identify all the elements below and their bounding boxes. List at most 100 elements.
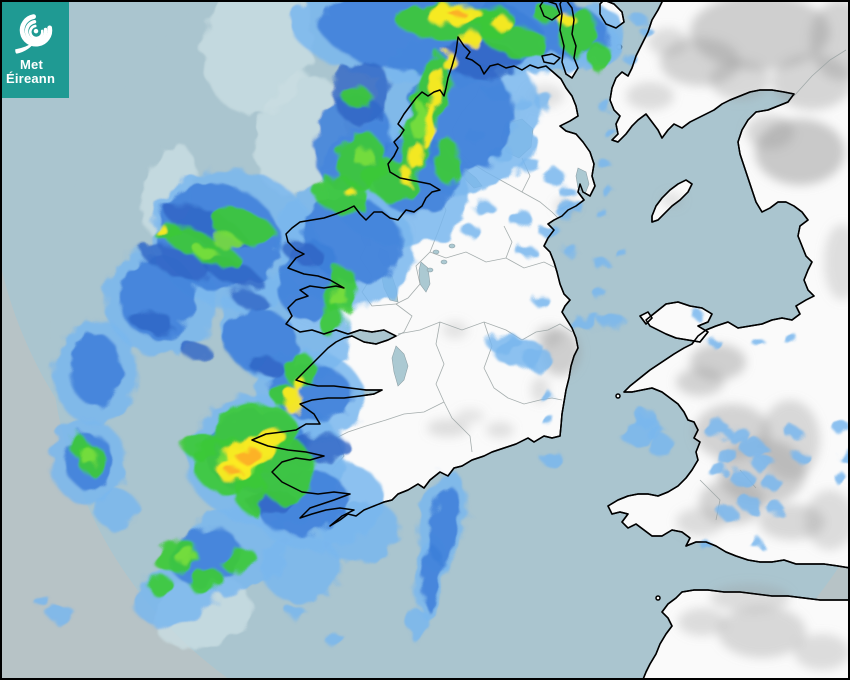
rain-cell <box>473 200 493 214</box>
rain-cell <box>183 432 219 460</box>
rain-cell <box>400 167 412 185</box>
rain-cell <box>631 13 647 25</box>
rain-cell <box>834 474 848 484</box>
rain-cell <box>179 341 211 359</box>
rain-cell <box>95 490 139 530</box>
relief-shading <box>805 490 848 550</box>
bardsey-island <box>615 393 621 399</box>
coastline <box>251 36 596 527</box>
rain-cell <box>646 426 666 440</box>
rain-cell <box>230 289 270 311</box>
rain-cell <box>738 495 760 511</box>
rain-cell <box>595 209 607 217</box>
rain-cell <box>352 147 374 165</box>
rain-cell <box>591 287 605 297</box>
relief-shading <box>676 508 724 536</box>
relief-shading <box>456 409 484 423</box>
rain-cell <box>487 332 521 354</box>
met-eireann-swirl-icon <box>14 14 52 54</box>
relief-shading <box>824 224 848 300</box>
rain-cell <box>81 447 95 465</box>
relief-shading <box>746 115 794 149</box>
rain-cell <box>794 452 810 464</box>
rain-cell <box>516 245 536 257</box>
rain-cell <box>330 285 346 307</box>
boundary-line <box>395 251 431 305</box>
relief-shading <box>486 422 514 438</box>
rain-cell <box>175 548 197 564</box>
rain-cell <box>717 449 739 465</box>
rain-cell <box>782 332 796 342</box>
rain-cell <box>460 32 482 46</box>
rain-cell <box>730 470 754 486</box>
relief-shading <box>661 193 683 207</box>
rain-cell <box>408 143 424 169</box>
rain-cell <box>751 337 763 345</box>
relief-shading <box>794 634 848 670</box>
coastline <box>645 301 713 343</box>
coastline-overlay <box>251 2 848 678</box>
boundary-line <box>397 321 523 341</box>
rain-cell <box>570 315 602 329</box>
rain-cell <box>492 17 510 29</box>
rain-cell <box>709 464 729 478</box>
rain-cell <box>703 420 729 438</box>
relief-shading <box>718 606 806 658</box>
rain-cell <box>648 436 674 456</box>
rain-cell <box>740 439 766 457</box>
rain-cell <box>287 606 305 618</box>
relief-shading <box>810 2 848 80</box>
rain-cell <box>542 452 562 466</box>
rain-cell <box>224 309 300 375</box>
rain-cell <box>834 423 848 435</box>
rain-cell <box>188 569 224 593</box>
rain-cell <box>615 249 627 257</box>
rain-cell <box>600 315 626 329</box>
rain-overlay <box>34 2 848 649</box>
rain-cell <box>598 100 612 112</box>
rain-cell <box>194 246 218 260</box>
boundary-line <box>503 225 513 259</box>
relief-shading <box>626 82 674 110</box>
coastline <box>607 2 848 569</box>
coastline <box>599 2 625 29</box>
coastline <box>642 589 848 678</box>
rain-cell <box>421 545 441 611</box>
rain-cell <box>543 169 565 185</box>
boundary-line <box>793 49 847 97</box>
rain-cell <box>317 305 345 337</box>
rain-cell <box>532 4 560 22</box>
relief-shading <box>710 584 790 612</box>
rain-cell <box>344 187 354 195</box>
rain-cell <box>593 258 609 268</box>
rain-cell <box>325 634 345 646</box>
rain-cell <box>202 2 314 115</box>
rain-cell <box>235 468 267 514</box>
relief-shading <box>648 28 688 56</box>
coastline <box>559 2 579 79</box>
rain-cell <box>236 448 262 464</box>
rain-cell <box>448 8 464 16</box>
rain-cell <box>247 357 287 377</box>
boundary-line <box>429 251 557 269</box>
rain-cell <box>429 66 443 106</box>
rain-cell <box>511 95 531 111</box>
rain-cell <box>313 177 369 215</box>
rain-cell <box>258 427 284 445</box>
relief-shading <box>676 368 724 396</box>
logo-text-eireann: Éireann <box>6 71 56 86</box>
rain-cell <box>603 188 615 198</box>
rain-cell <box>690 309 702 317</box>
rain-cell <box>342 85 370 107</box>
relief-shading <box>442 321 468 339</box>
rain-cell <box>533 295 549 307</box>
rain-cell <box>563 246 579 256</box>
boundary-line <box>521 323 573 341</box>
met-eireann-logo: Met Éireann <box>2 2 69 98</box>
rain-cell <box>285 353 317 389</box>
rain-cell <box>70 334 122 406</box>
rain-cell <box>605 129 617 139</box>
rain-cell <box>838 450 848 462</box>
